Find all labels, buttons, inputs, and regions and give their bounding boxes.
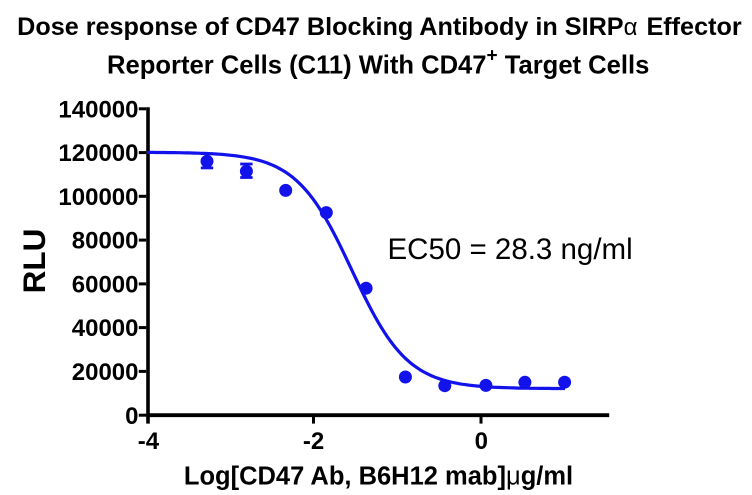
svg-text:20000: 20000 bbox=[72, 359, 139, 386]
svg-text:80000: 80000 bbox=[72, 228, 139, 255]
svg-text:Dose response of CD47 Blocking: Dose response of CD47 Blocking Antibody … bbox=[17, 13, 742, 41]
svg-text:RLU: RLU bbox=[16, 229, 52, 294]
svg-text:40000: 40000 bbox=[72, 315, 139, 342]
svg-text:0: 0 bbox=[125, 403, 138, 430]
svg-text:EC50 = 28.3 ng/ml: EC50 = 28.3 ng/ml bbox=[388, 233, 633, 266]
svg-text:140000: 140000 bbox=[58, 96, 138, 123]
svg-text:-4: -4 bbox=[138, 428, 160, 455]
svg-text:60000: 60000 bbox=[72, 272, 139, 299]
svg-text:-2: -2 bbox=[303, 428, 324, 455]
svg-text:0: 0 bbox=[475, 428, 488, 455]
svg-text:100000: 100000 bbox=[58, 184, 138, 211]
svg-text:120000: 120000 bbox=[58, 140, 138, 167]
svg-text:Log[CD47 Ab, B6H12 mab]μg/ml: Log[CD47 Ab, B6H12 mab]μg/ml bbox=[184, 463, 573, 491]
svg-text:Reporter Cells (C11) With CD47: Reporter Cells (C11) With CD47+ Target C… bbox=[107, 46, 649, 80]
